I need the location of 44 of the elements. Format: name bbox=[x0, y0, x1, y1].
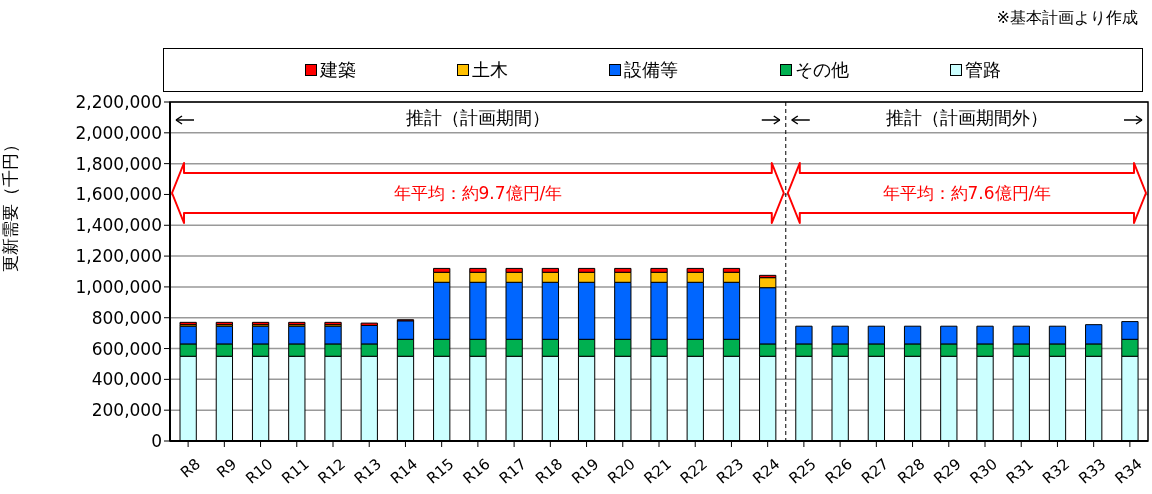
y-tick-label: 1,400,000 bbox=[75, 215, 162, 236]
x-tick-label: R11 bbox=[278, 454, 313, 488]
x-tick-label: R14 bbox=[387, 454, 422, 488]
x-tick-label: R20 bbox=[604, 454, 639, 488]
annotation: 年平均：約9.7億円/年 bbox=[393, 183, 563, 203]
x-tick-label: R33 bbox=[1075, 454, 1110, 488]
x-tick-label: R18 bbox=[531, 454, 567, 488]
legend-label: 設備等 bbox=[623, 58, 679, 82]
x-tick-label: R12 bbox=[314, 454, 349, 488]
annotation: 推計（計画期間外） bbox=[885, 107, 1048, 128]
annotation: 年平均：約7.6億円/年 bbox=[882, 183, 1052, 203]
legend-label: 管路 bbox=[964, 58, 1002, 82]
y-tick-label: 1,800,000 bbox=[75, 153, 162, 174]
y-tick-label: 800,000 bbox=[91, 307, 162, 328]
y-tick-label: 0 bbox=[151, 431, 162, 452]
x-tick-label: R8 bbox=[177, 454, 204, 482]
x-tick-label: R19 bbox=[568, 454, 603, 488]
y-axis-title: 更新需要（千円） bbox=[0, 135, 21, 272]
y-tick-label: 600,000 bbox=[91, 338, 162, 359]
x-tick-label: R28 bbox=[894, 454, 929, 488]
x-tick-label: R22 bbox=[676, 454, 711, 488]
legend-label: 土木 bbox=[471, 58, 509, 82]
legend-label: その他 bbox=[793, 58, 849, 82]
y-tick-label: 1,200,000 bbox=[75, 246, 162, 267]
x-tick-label: R23 bbox=[713, 454, 748, 488]
x-tick-label: R10 bbox=[242, 454, 277, 488]
x-tick-label: R21 bbox=[640, 454, 675, 488]
y-tick-label: 400,000 bbox=[91, 369, 162, 390]
y-tick-label: 2,000,000 bbox=[75, 122, 162, 143]
x-tick-label: R29 bbox=[930, 454, 965, 488]
x-tick-label: R13 bbox=[350, 454, 385, 488]
x-tick-label: R34 bbox=[1111, 454, 1146, 488]
text: ※基本計画より作成 bbox=[996, 8, 1138, 29]
legend-label: 建築 bbox=[318, 58, 356, 82]
y-tick-label: 1,000,000 bbox=[75, 276, 162, 297]
x-tick-label: R31 bbox=[1002, 454, 1037, 488]
x-tick-label: R24 bbox=[749, 454, 784, 488]
y-tick-label: 1,600,000 bbox=[75, 184, 162, 205]
y-tick-label: 2,200,000 bbox=[75, 92, 162, 113]
x-tick-label: R32 bbox=[1039, 454, 1074, 488]
x-tick-label: R30 bbox=[966, 454, 1001, 488]
y-tick-label: 200,000 bbox=[91, 400, 162, 421]
annotation: 推計（計画期間） bbox=[405, 107, 550, 128]
x-tick-label: R9 bbox=[213, 454, 241, 482]
